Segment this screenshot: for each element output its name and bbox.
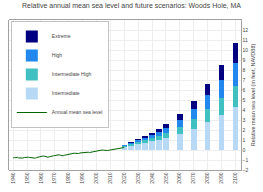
svg-text:12: 12 <box>243 27 249 33</box>
svg-text:4: 4 <box>243 107 246 113</box>
svg-text:Relative annual mean sea level: Relative annual mean sea level and futur… <box>22 2 241 9</box>
svg-text:11: 11 <box>243 37 248 43</box>
svg-text:1960: 1960 <box>38 172 44 183</box>
svg-text:5: 5 <box>243 97 246 103</box>
svg-text:2010: 2010 <box>107 172 113 183</box>
svg-text:2100: 2100 <box>232 172 238 183</box>
svg-text:3: 3 <box>243 117 246 123</box>
svg-text:Extreme: Extreme <box>52 33 71 39</box>
svg-text:6: 6 <box>243 87 246 93</box>
svg-text:−2: −2 <box>243 167 249 173</box>
svg-text:Annual mean sea level: Annual mean sea level <box>52 109 103 115</box>
svg-text:0: 0 <box>243 147 246 153</box>
svg-text:1970: 1970 <box>51 172 57 183</box>
svg-text:2060: 2060 <box>176 172 182 183</box>
svg-text:2020: 2020 <box>121 172 127 183</box>
svg-text:−1: −1 <box>243 157 249 163</box>
svg-text:2070: 2070 <box>190 172 196 183</box>
svg-text:2: 2 <box>243 127 246 133</box>
svg-text:Intermediate High: Intermediate High <box>52 71 92 77</box>
svg-text:2090: 2090 <box>218 172 224 183</box>
svg-text:8: 8 <box>243 67 246 73</box>
svg-text:High: High <box>52 52 63 58</box>
svg-text:1990: 1990 <box>79 172 85 183</box>
svg-text:2050: 2050 <box>163 172 169 183</box>
svg-text:1940: 1940 <box>10 172 16 183</box>
svg-text:Relative mean sea level (in fe: Relative mean sea level (in feet, NAVD88… <box>250 44 256 147</box>
svg-text:1980: 1980 <box>65 172 71 183</box>
svg-text:2000: 2000 <box>93 172 99 183</box>
svg-text:10: 10 <box>243 47 249 53</box>
svg-text:2080: 2080 <box>204 172 210 183</box>
svg-text:2030: 2030 <box>135 172 141 183</box>
svg-text:7: 7 <box>243 77 246 83</box>
svg-text:1950: 1950 <box>24 172 30 183</box>
svg-text:9: 9 <box>243 57 246 63</box>
svg-text:Intermediate: Intermediate <box>52 90 80 96</box>
svg-text:2040: 2040 <box>149 172 155 183</box>
svg-text:1: 1 <box>243 137 246 143</box>
